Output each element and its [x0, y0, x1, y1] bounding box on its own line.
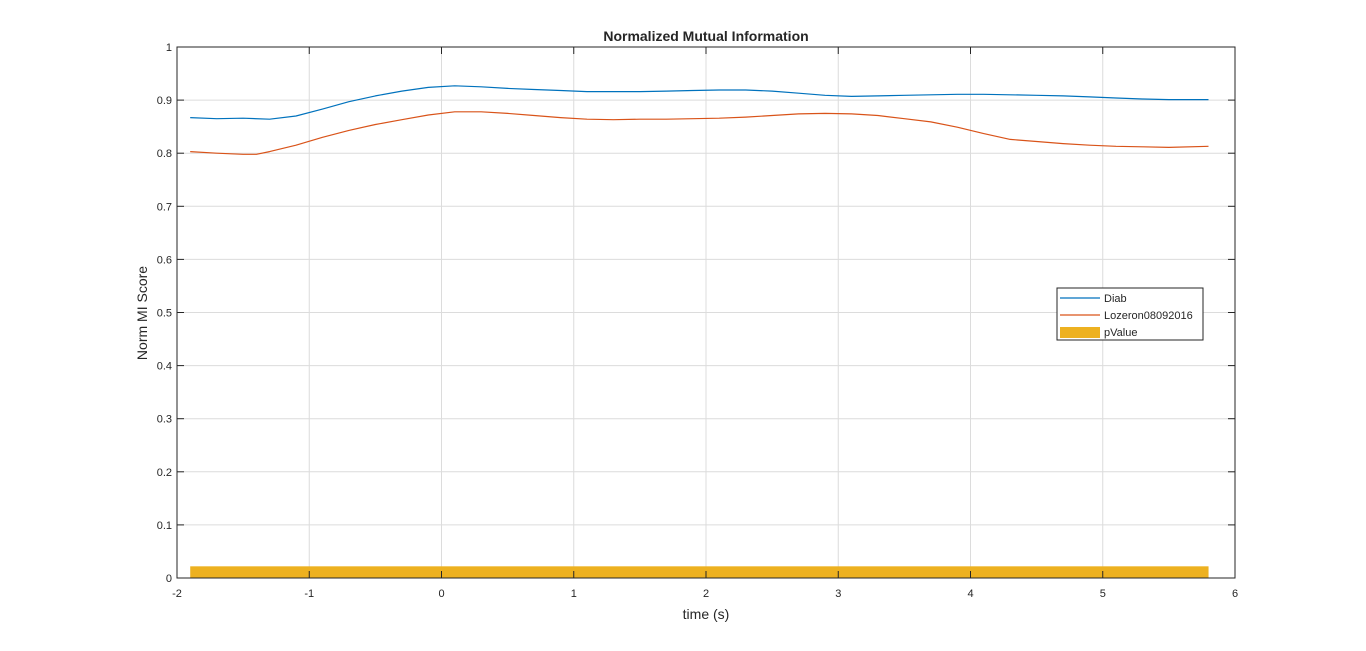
chart-title: Normalized Mutual Information: [603, 28, 808, 44]
series-line-1: [190, 111, 1209, 155]
x-tick-label: 1: [571, 588, 577, 600]
pvalue-bars: [190, 566, 1209, 578]
x-tick-label: 4: [967, 588, 973, 600]
legend: Diab Lozeron08092016 pValue: [1056, 287, 1204, 341]
legend-label-diab: Diab: [1104, 293, 1127, 305]
legend-label-lozeron: Lozeron08092016: [1104, 310, 1193, 322]
y-tick-label: 0.8: [157, 148, 172, 160]
y-axis-label: Norm MI Score: [134, 266, 150, 360]
x-tick-label: -1: [304, 588, 314, 600]
legend-label-pvalue: pValue: [1104, 327, 1137, 339]
x-tick-label: 5: [1100, 588, 1106, 600]
axis-ticks: [176, 46, 1236, 579]
y-tick-label: 1: [166, 42, 172, 54]
y-tick-labels: 0 0.1 0.2 0.3 0.4 0.5 0.6 0.7 0.8 0.9 1: [157, 42, 172, 585]
x-tick-label: 0: [438, 588, 444, 600]
legend-swatch-pvalue: [1060, 327, 1100, 338]
y-tick-label: 0.1: [157, 520, 172, 532]
y-tick-label: 0: [166, 573, 172, 585]
y-tick-label: 0.5: [157, 308, 172, 320]
x-tick-label: 2: [703, 588, 709, 600]
series-lines: [190, 85, 1209, 155]
x-tick-labels: -2 -1 0 1 2 3 4 5 6: [172, 588, 1238, 600]
x-tick-label: -2: [172, 588, 182, 600]
x-tick-label: 3: [835, 588, 841, 600]
series-line-0: [190, 85, 1209, 120]
y-tick-label: 0.2: [157, 467, 172, 479]
x-axis-label: time (s): [683, 606, 730, 622]
pvalue-bar: [190, 566, 1209, 578]
y-tick-label: 0.7: [157, 201, 172, 213]
y-tick-label: 0.3: [157, 414, 172, 426]
y-tick-label: 0.4: [157, 361, 172, 373]
y-tick-label: 0.9: [157, 95, 172, 107]
x-tick-label: 6: [1232, 588, 1238, 600]
y-tick-label: 0.6: [157, 254, 172, 266]
